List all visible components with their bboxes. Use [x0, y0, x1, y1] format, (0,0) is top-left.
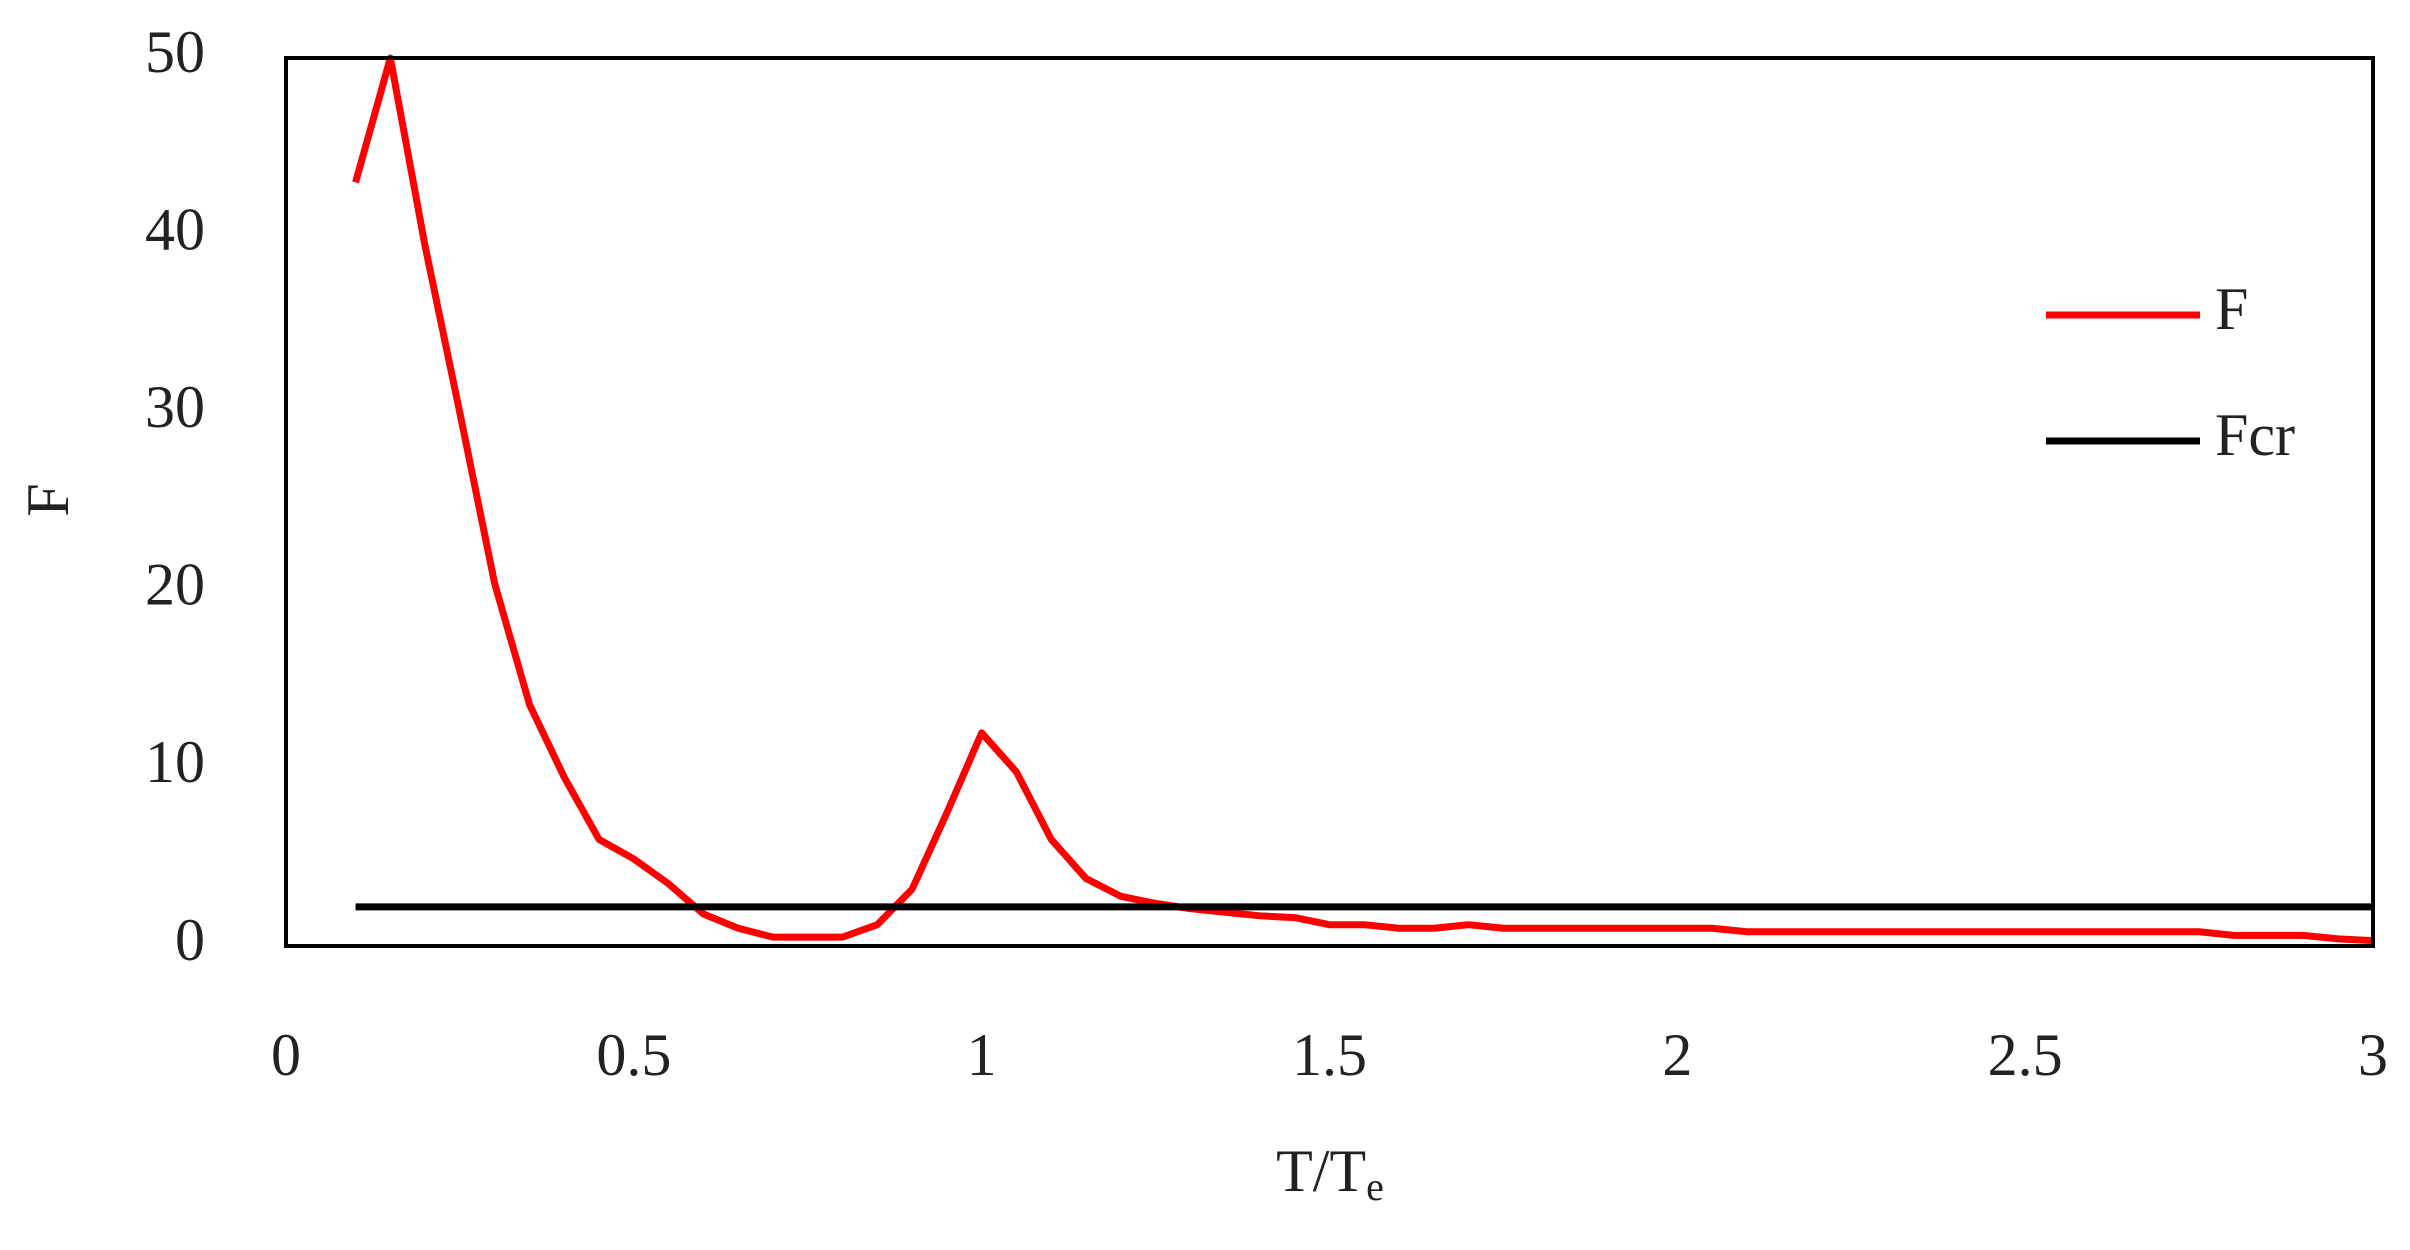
y-tick-label: 0	[175, 907, 205, 973]
y-axis-label: F	[15, 483, 81, 516]
x-tick-label: 0.5	[596, 1022, 671, 1088]
y-tick-label: 10	[145, 729, 205, 795]
x-axis-label-main: T/T	[1276, 1138, 1366, 1204]
x-axis-label: T/Te	[1276, 1138, 1384, 1209]
x-tick-label: 2.5	[1988, 1022, 2063, 1088]
x-tick-label: 2	[1662, 1022, 1692, 1088]
y-tick-label: 30	[145, 374, 205, 440]
x-tick-label: 1.5	[1292, 1022, 1367, 1088]
y-tick-label: 40	[145, 196, 205, 262]
x-tick-label: 3	[2358, 1022, 2388, 1088]
legend-label: Fcr	[2215, 402, 2295, 468]
legend-label: F	[2215, 276, 2248, 342]
series-line	[352, 54, 2374, 945]
plot-frame	[284, 56, 2375, 948]
x-axis-label-sub: e	[1366, 1164, 1384, 1209]
x-tick-label: 0	[271, 1022, 301, 1088]
y-tick-label: 20	[145, 552, 205, 618]
y-tick-label: 50	[145, 19, 205, 85]
x-tick-label: 1	[967, 1022, 997, 1088]
